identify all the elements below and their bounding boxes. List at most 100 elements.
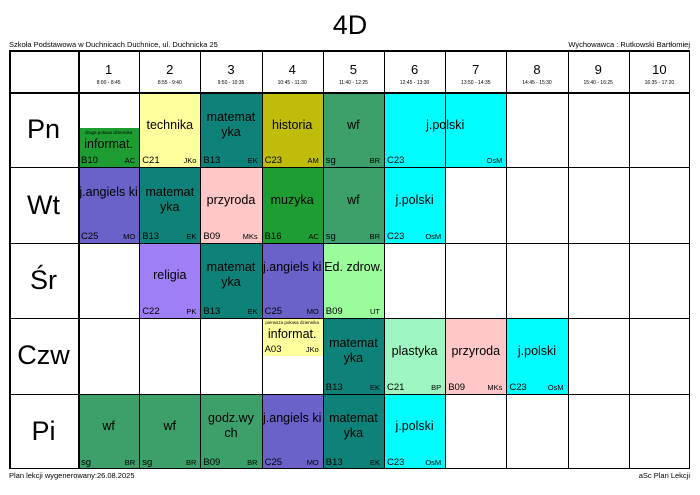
- lesson-cell[interactable]: j.angiels ki C25 MO: [261, 393, 323, 469]
- lesson-cell[interactable]: matemat yka B13 EK: [200, 92, 262, 168]
- lesson-teacher: JKo: [183, 156, 197, 166]
- lesson-room: B09: [325, 306, 343, 318]
- lesson-room: C25: [264, 306, 283, 318]
- period-time: 14:45 - 15:30: [522, 80, 552, 86]
- day-column-divider: [78, 50, 80, 469]
- period-number: 4: [288, 62, 296, 77]
- lesson-subject: j.angiels ki: [263, 260, 322, 275]
- lesson-subject: wf: [347, 117, 360, 132]
- period-number: 6: [410, 62, 419, 77]
- lesson-cell[interactable]: j.polski C23 OsM: [506, 318, 568, 394]
- row-divider: [9, 242, 690, 244]
- lesson-cell[interactable]: wf sg BR: [322, 92, 384, 168]
- lesson-subject: j.polski: [517, 343, 557, 358]
- lesson-teacher: AC: [124, 156, 136, 166]
- lesson-cell[interactable]: wf sg BR: [78, 393, 140, 469]
- lesson-cell[interactable]: matemat yka B13 EK: [200, 242, 262, 319]
- lesson-cell[interactable]: pierwsza połowa dziennika informat. A03 JKo: [261, 318, 323, 356]
- lesson-cell[interactable]: religia C22 PK: [139, 242, 201, 319]
- lesson-room: B13: [325, 456, 343, 468]
- homeroom-teacher: Wychowawca : Rutkowski Bartłomiej: [568, 40, 690, 49]
- column-divider: [384, 50, 385, 469]
- lesson-cell[interactable]: muzyka B16 AC: [261, 167, 323, 243]
- header-divider: [9, 92, 690, 94]
- lesson-teacher: OsM: [425, 231, 442, 241]
- lesson-teacher: AC: [308, 231, 319, 241]
- lesson-subject: j.angiels ki: [263, 411, 322, 426]
- period-time: 16:35 - 17:20: [644, 80, 675, 86]
- lesson-cell[interactable]: przyroda B09 MKs: [445, 318, 507, 394]
- lesson-cell[interactable]: Ed. zdrow. B09 UT: [322, 242, 384, 319]
- lesson-subject: j.polski: [395, 193, 434, 208]
- lesson-cell[interactable]: przyroda B09 MKs: [200, 167, 262, 243]
- lesson-room: sg: [325, 155, 336, 167]
- lesson-room: sg: [81, 456, 92, 468]
- lesson-subject: wf: [347, 193, 360, 208]
- lesson-subject: wf: [102, 419, 115, 434]
- lesson-cell[interactable]: wf sg BR: [322, 167, 384, 243]
- lesson-note: pierwsza połowa dziennika: [265, 320, 319, 326]
- lesson-cell[interactable]: godz.wy ch B09 BR: [200, 393, 262, 469]
- lesson-cell[interactable]: j.polski C23 OsM: [384, 167, 446, 243]
- lesson-cell[interactable]: plastyka C21 BP: [384, 318, 446, 394]
- lesson-subject: Ed. zdrow.: [324, 260, 383, 275]
- lesson-cell[interactable]: j.polski C23 OsM: [384, 393, 446, 469]
- lesson-subject: informat.: [267, 327, 317, 342]
- lesson-cell[interactable]: matemat yka B13 EK: [322, 318, 384, 394]
- column-divider: [628, 50, 630, 469]
- grid-border-left: [9, 50, 11, 469]
- period-number: 5: [349, 62, 357, 77]
- lesson-teacher: BR: [369, 231, 380, 241]
- row-divider: [9, 318, 690, 320]
- lesson-subject: matemat yka: [329, 411, 378, 441]
- lesson-teacher: JKo: [305, 344, 319, 354]
- lesson-note: druga połowa dziennika: [84, 130, 133, 136]
- lesson-room: B10: [81, 155, 98, 167]
- lesson-subject: przyroda: [451, 343, 501, 358]
- lesson-room: A03: [264, 343, 282, 355]
- period-number: 3: [227, 62, 235, 77]
- timetable-grid: druga połowa dziennika informat. B10 AC tech…: [9, 50, 690, 469]
- lesson-teacher: MO: [123, 231, 136, 241]
- lesson-cell[interactable]: technika C21 JKo: [139, 92, 201, 168]
- period-time: 8:00 - 8:45: [96, 80, 121, 86]
- lesson-cell[interactable]: j.angiels ki C25 MO: [78, 167, 140, 243]
- lesson-room: B13: [142, 230, 160, 242]
- period-number: 1: [104, 62, 113, 77]
- lesson-cell[interactable]: wf sg BR: [139, 393, 201, 469]
- lesson-room: C21: [142, 155, 160, 167]
- period-time: 8:55 - 9:40: [157, 80, 182, 86]
- lesson-room: B13: [325, 381, 343, 393]
- lesson-teacher: OsM: [486, 156, 503, 166]
- column-divider: [200, 50, 202, 469]
- period-number: 9: [594, 62, 602, 77]
- lesson-room: C23: [509, 381, 527, 393]
- lesson-teacher: MO: [306, 307, 319, 317]
- period-header: 7 13:50 - 14:35: [445, 50, 506, 92]
- lesson-room: C23: [387, 456, 405, 468]
- day-label: Czw: [17, 340, 70, 371]
- lesson-teacher: OsM: [547, 382, 564, 392]
- lesson-subject: technika: [146, 117, 194, 132]
- lesson-cell[interactable]: historia C23 AM: [261, 92, 323, 168]
- lesson-room: B13: [203, 155, 221, 167]
- lesson-cell[interactable]: matemat yka B13 EK: [139, 167, 201, 243]
- period-number: 7: [472, 62, 480, 77]
- lesson-cell[interactable]: druga połowa dziennika informat. B10 AC: [78, 128, 140, 168]
- lesson-room: C23: [387, 155, 405, 167]
- lesson-room: C25: [264, 456, 283, 468]
- lesson-room: sg: [142, 456, 153, 468]
- generated-date: Plan lekcji wygenerowany:26.08.2025: [9, 471, 135, 480]
- lesson-cell[interactable]: matemat yka B13 EK: [322, 393, 384, 469]
- lesson-teacher: EK: [369, 457, 380, 467]
- period-header: 10 16:35 - 17:20: [629, 50, 690, 92]
- lesson-room: B13: [203, 306, 221, 318]
- lesson-teacher: UT: [369, 307, 380, 317]
- period-header: 4 10:45 - 11:30: [262, 50, 323, 92]
- lesson-teacher: OsM: [425, 457, 442, 467]
- lesson-subject: matemat yka: [329, 335, 378, 365]
- row-divider: [9, 167, 690, 169]
- lesson-room: sg: [325, 230, 336, 242]
- lesson-subject: wf: [163, 419, 177, 434]
- lesson-cell[interactable]: j.angiels ki C25 MO: [261, 242, 323, 319]
